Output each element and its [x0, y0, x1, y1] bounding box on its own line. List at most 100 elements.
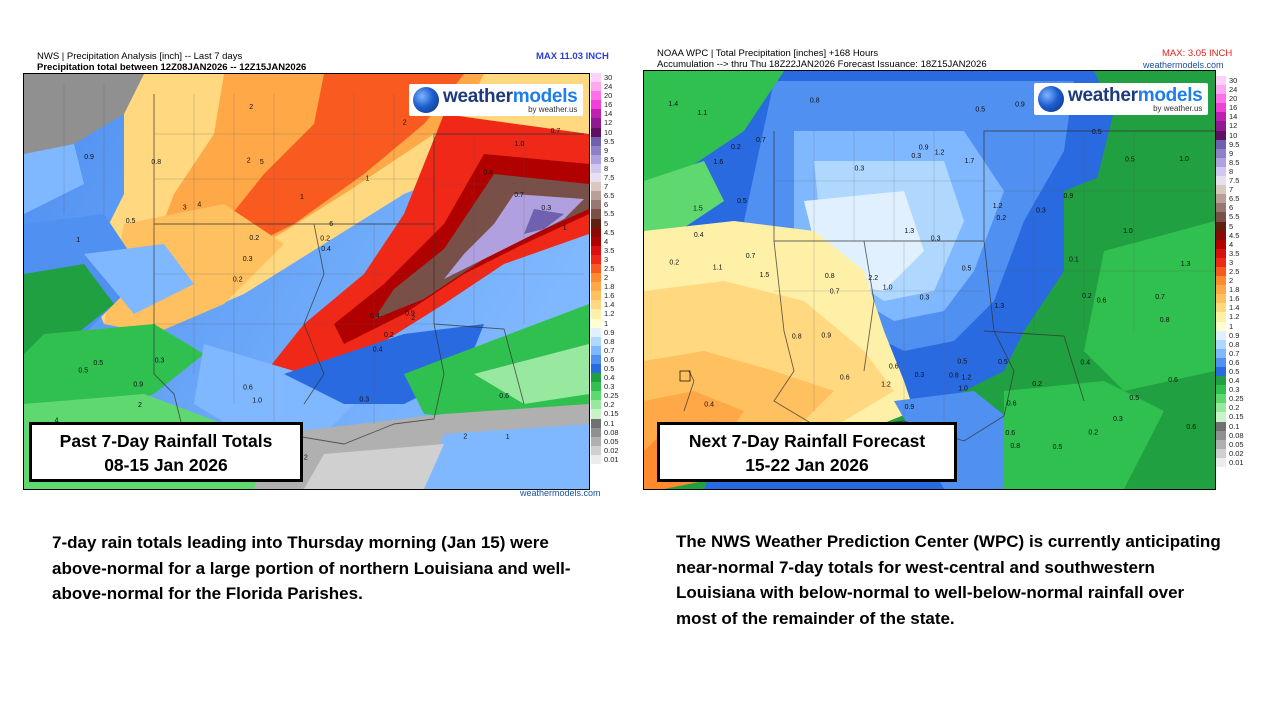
legend-label: 8.5 — [1229, 157, 1240, 167]
left-caption-title: Past 7-Day Rainfall Totals — [59, 431, 273, 451]
legend-label: 0.02 — [604, 445, 619, 455]
station-value: 1 — [366, 176, 370, 183]
legend-label: 0.08 — [1229, 430, 1244, 440]
legend-swatch — [591, 409, 601, 419]
legend-label: 4.5 — [1229, 230, 1240, 240]
station-value: 1.4 — [668, 101, 678, 108]
legend-label: 0.5 — [604, 364, 615, 373]
legend-label: 16 — [1229, 103, 1238, 113]
legend-label: 0.2 — [604, 400, 615, 410]
legend-entry: 20 — [591, 91, 612, 101]
station-value: 0.9 — [1015, 101, 1025, 108]
legend-label: 20 — [604, 91, 613, 101]
legend-entry: 6 — [1216, 203, 1233, 213]
legend-entry: 0.1 — [591, 418, 614, 428]
legend-swatch — [1216, 376, 1226, 386]
legend-swatch — [1216, 76, 1226, 86]
legend-label: 0.3 — [604, 382, 615, 392]
legend-entry: 2 — [591, 273, 608, 283]
legend-entry: 0.3 — [1216, 385, 1239, 395]
legend-label: 0.3 — [1229, 385, 1240, 395]
left-legend: 30 24 20 16 14 12 10 9.5 9 8.5 8 7.5 7 6.5 6 5.5 5 4.5 4 3.… — [591, 73, 619, 465]
legend-label: 9 — [604, 145, 609, 155]
station-value: 0.5 — [975, 106, 985, 113]
station-value: 0.5 — [1129, 395, 1139, 402]
legend-label: 14 — [604, 109, 613, 119]
station-value: 0.7 — [830, 288, 840, 295]
legend-label: 0.01 — [604, 454, 619, 464]
legend-swatch — [1216, 421, 1226, 431]
station-value: 0.5 — [1092, 129, 1102, 136]
legend-entry: 7.5 — [1216, 176, 1239, 186]
station-value: 0.4 — [370, 313, 380, 320]
logo-main-a: weather — [443, 85, 513, 107]
legend-swatch — [1216, 203, 1226, 213]
legend-label: 3.5 — [1229, 248, 1240, 258]
legend-entry: 0.5 — [591, 364, 614, 374]
station-value: 0.7 — [756, 137, 766, 144]
legend-entry: 12 — [591, 118, 612, 128]
legend-entry: 0.02 — [1216, 448, 1244, 458]
legend-swatch — [591, 91, 601, 101]
legend-swatch — [1216, 139, 1226, 149]
legend-swatch — [591, 182, 601, 192]
legend-label: 3 — [1229, 257, 1234, 267]
legend-label: 1.2 — [604, 309, 615, 319]
right-county-lines — [774, 131, 1215, 431]
legend-entry: 0.2 — [1216, 403, 1239, 413]
legend-label: 24 — [604, 82, 613, 92]
legend-entry: 9.5 — [591, 136, 614, 146]
station-value: 1.0 — [1123, 228, 1133, 235]
legend-entry: 1.2 — [591, 309, 614, 319]
logo-sub: by weather.us — [528, 104, 578, 114]
station-value: 0.8 — [949, 373, 959, 380]
legend-label: 0.8 — [604, 336, 615, 346]
legend-label: 6 — [604, 200, 609, 210]
station-value: 1.0 — [958, 385, 968, 392]
legend-entry: 1.6 — [591, 291, 614, 301]
legend-label: 0.1 — [1229, 421, 1240, 431]
station-value: 0.5 — [78, 368, 88, 375]
station-value: 3 — [183, 204, 187, 211]
legend-label: 30 — [604, 73, 613, 82]
legend-label: 0.2 — [1229, 403, 1240, 413]
legend-entry: 8.5 — [1216, 157, 1239, 167]
station-value: 0.2 — [384, 332, 394, 339]
legend-entry: 1.8 — [1216, 285, 1239, 295]
legend-label: 12 — [1229, 121, 1238, 131]
legend-label: 2 — [604, 273, 609, 283]
legend-entry: 4.5 — [1216, 230, 1239, 240]
legend-entry: 30 — [591, 73, 612, 83]
left-map-title: NWS | Precipitation Analysis [inch] -- L… — [37, 51, 243, 62]
legend-entry: 0.08 — [591, 427, 619, 437]
legend-label: 0.4 — [604, 373, 615, 383]
station-value: 2 — [304, 454, 308, 461]
station-value: 0.6 — [840, 375, 850, 382]
legend-swatch — [1216, 112, 1226, 122]
legend-entry: 8 — [591, 163, 608, 174]
legend-label: 10 — [604, 127, 613, 137]
legend-label: 4 — [1229, 239, 1234, 249]
legend-label: 3.5 — [604, 245, 615, 255]
legend-label: 6 — [1229, 203, 1234, 213]
legend-entry: 12 — [1216, 121, 1237, 131]
legend-entry: 0.05 — [591, 436, 619, 446]
left-map-header: NWS | Precipitation Analysis [inch] -- L… — [37, 51, 306, 73]
legend-swatch — [591, 73, 601, 83]
station-value: 2.2 — [868, 275, 878, 282]
station-value: 0.2 — [1088, 430, 1098, 437]
legend-entry: 8 — [1216, 166, 1233, 177]
station-value: 1.2 — [881, 382, 891, 389]
legend-swatch — [591, 436, 601, 446]
station-value: 2 — [403, 120, 407, 127]
legend-entry: 0.5 — [1216, 367, 1239, 377]
station-value: 0.7 — [746, 253, 756, 260]
station-value: 0.8 — [151, 159, 161, 166]
legend-swatch — [591, 254, 601, 264]
legend-swatch — [591, 427, 601, 437]
station-value: 1.0 — [883, 285, 893, 292]
station-value: 0.4 — [373, 347, 383, 354]
legend-swatch — [591, 163, 601, 174]
legend-entry: 7 — [1216, 185, 1233, 195]
legend-entry: 0.2 — [591, 400, 614, 410]
